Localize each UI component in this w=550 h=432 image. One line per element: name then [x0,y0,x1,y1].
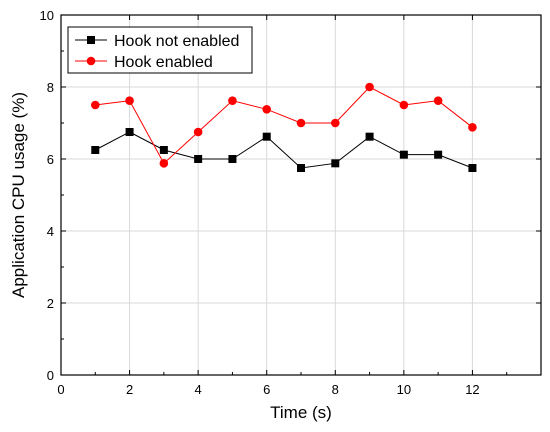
legend-box [67,26,253,74]
x-tick-label: 4 [195,382,202,397]
series-2 [90,82,477,168]
data-point [91,146,100,154]
data-point [468,164,477,172]
data-point [193,127,203,137]
x-tick-label: 2 [126,382,133,397]
data-point [330,118,340,128]
data-point [125,128,134,136]
x-axis-title: Time (s) [270,403,332,422]
x-tick-label: 8 [332,382,339,397]
data-point [228,96,237,105]
data-point [365,82,374,92]
y-axis-title: Application CPU usage (%) [9,92,28,298]
data-point [159,146,168,154]
series-layer [90,82,477,172]
data-point [262,105,272,114]
data-point [433,96,443,105]
data-point [194,155,203,163]
legend: Hook not enabled Hook enabled [67,26,253,74]
y-tick-label: 10 [40,8,54,23]
data-point [297,164,305,172]
axis-ticks: 0 2 4 6 8 10 12 0 2 4 6 8 10 [40,8,541,397]
data-point [434,150,443,159]
legend-item: Hook not enabled [75,33,239,50]
legend-label: Hook not enabled [114,33,239,50]
data-point [296,118,306,128]
y-tick-label: 6 [47,152,54,167]
series-1 [91,128,477,172]
legend-marker [86,56,96,66]
x-tick-label: 10 [397,382,411,397]
legend-label: Hook enabled [114,54,213,71]
x-tick-label: 12 [465,382,479,397]
x-tick-label: 6 [263,382,270,397]
data-point [468,123,477,132]
y-tick-label: 2 [47,296,54,311]
data-point [399,100,409,110]
y-tick-label: 8 [47,80,54,95]
data-point [365,132,374,141]
data-point [399,150,408,159]
y-tick-label: 4 [47,224,54,239]
data-point [125,96,134,105]
data-point [331,159,340,168]
data-point [262,132,271,141]
series-line [95,86,473,165]
legend-marker [87,36,95,44]
data-point [90,100,100,110]
series-line [95,131,473,169]
data-point [228,155,237,163]
x-tick-label: 0 [57,382,64,397]
y-tick-label: 0 [47,368,54,383]
legend-item: Hook enabled [75,54,213,71]
data-point [159,159,169,168]
